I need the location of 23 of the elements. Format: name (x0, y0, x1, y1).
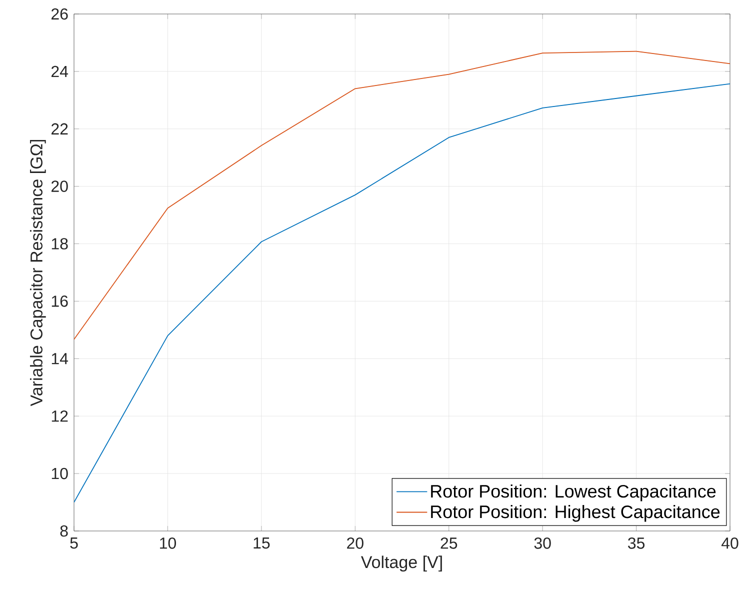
x-tick-label: 25 (440, 538, 458, 549)
y-tick-label: 26 (52, 8, 68, 20)
y-tick-label: 16 (52, 296, 68, 307)
x-tick-label: 20 (347, 538, 364, 549)
y-tick-label: 22 (52, 123, 68, 134)
y-tick-label: 20 (52, 180, 68, 192)
legend-label: Rotor Position: Lowest Capacitance (431, 484, 716, 502)
x-tick-label: 40 (721, 538, 738, 549)
y-axis-title: Variable Capacitor Resistance [GΩ] (30, 140, 46, 406)
x-axis-title: Voltage [V] (360, 556, 442, 572)
y-tick-label: 14 (52, 353, 68, 364)
x-tick-label: 30 (534, 538, 551, 549)
x-tick-label: 5 (70, 537, 78, 549)
x-tick-label: 10 (160, 538, 176, 549)
x-tick-label: 35 (628, 538, 645, 549)
y-tick-label: 8 (60, 525, 68, 537)
y-tick-label: 10 (52, 468, 68, 480)
x-tick-label: 15 (254, 537, 270, 549)
line-series (74, 50, 730, 340)
legend-label: Rotor Position: Highest Capacitance (431, 504, 720, 522)
y-tick-label: 18 (52, 238, 68, 250)
y-tick-label: 12 (52, 410, 68, 422)
y-tick-label: 24 (52, 66, 68, 78)
